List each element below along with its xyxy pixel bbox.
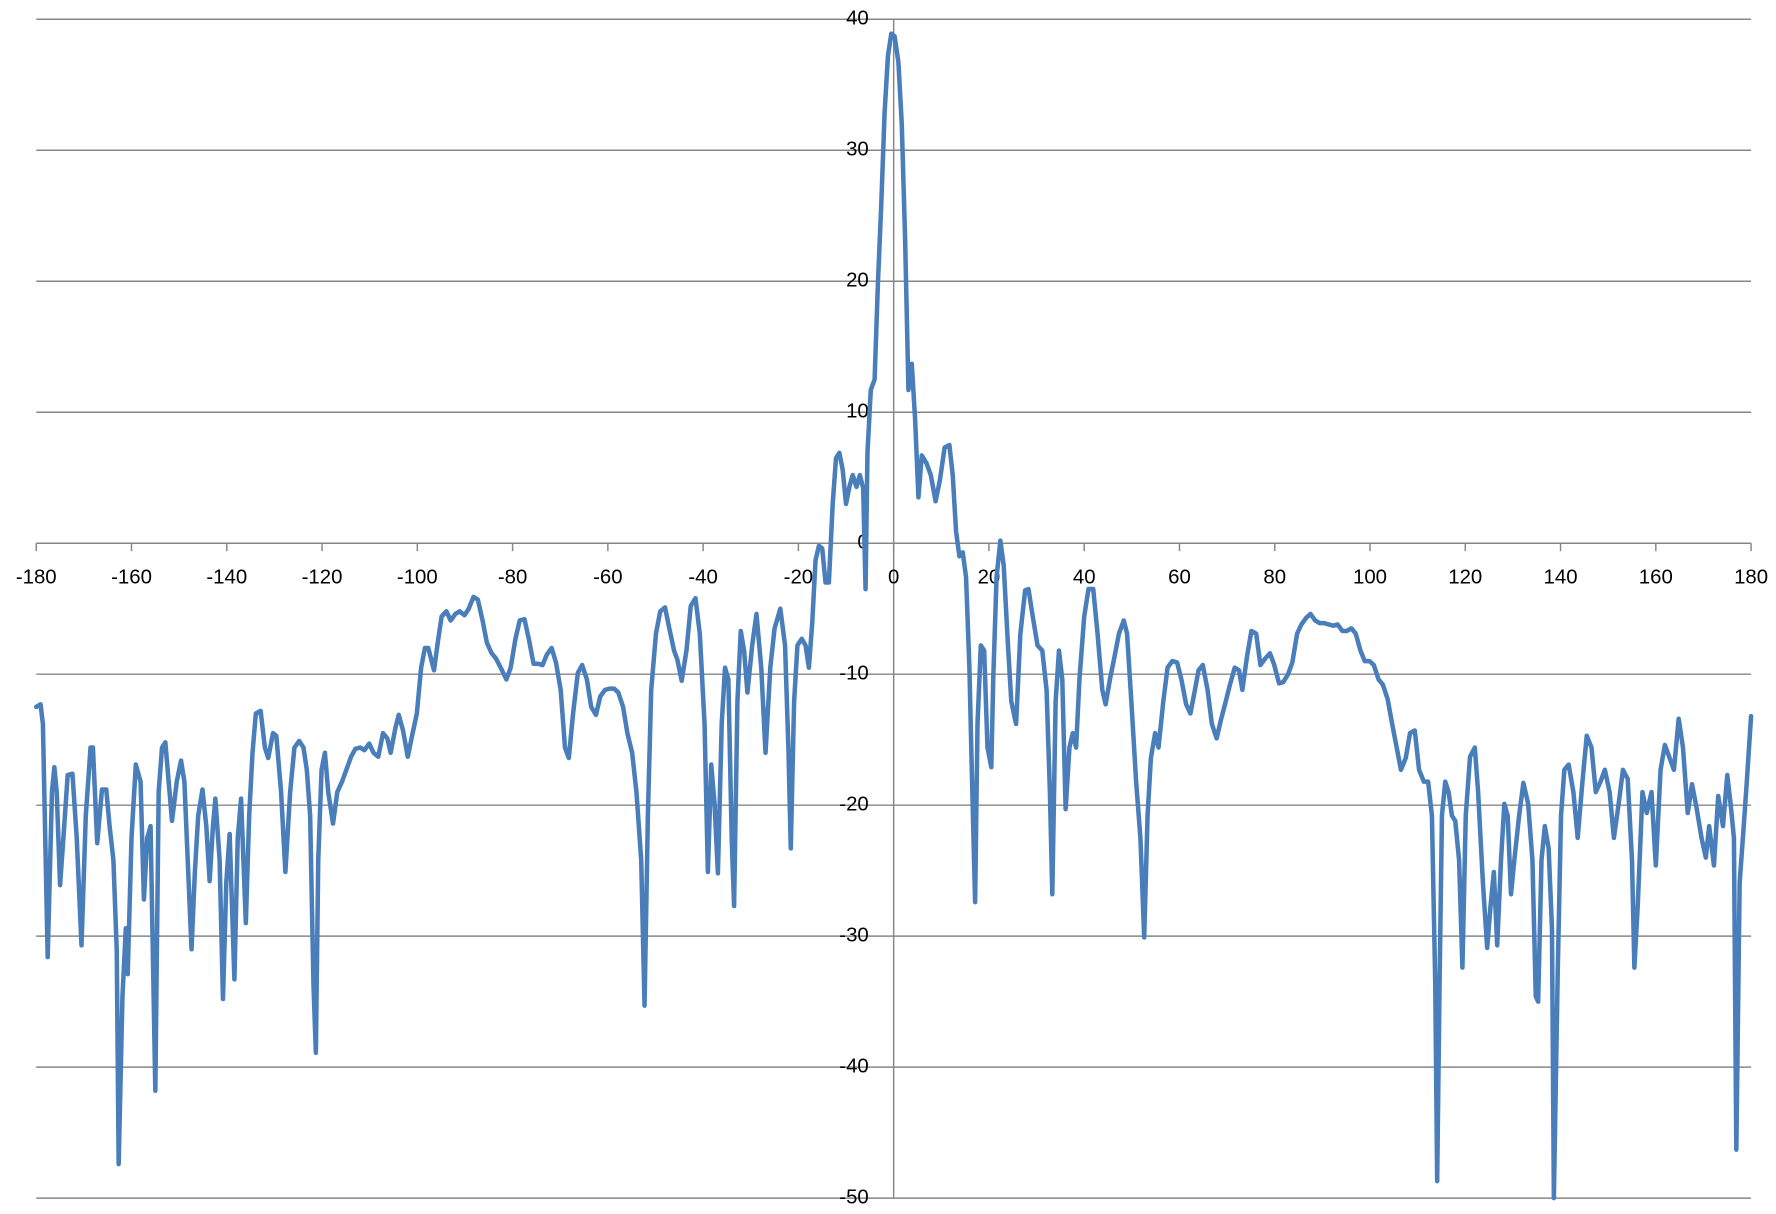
y-tick-label: 20 [846, 270, 869, 292]
x-tick-label: 80 [1263, 567, 1286, 589]
y-tick-label: 40 [846, 8, 869, 30]
x-tick-label: 180 [1734, 567, 1768, 589]
x-tick-label: 100 [1353, 567, 1387, 589]
y-tick-label: 30 [846, 139, 869, 161]
y-tick-label: -50 [839, 1187, 868, 1209]
y-tick-label: -40 [839, 1056, 868, 1078]
x-tick-label: -120 [302, 567, 343, 589]
x-tick-label: 120 [1448, 567, 1482, 589]
y-tick-label: -30 [839, 925, 868, 947]
y-tick-label: -20 [839, 794, 868, 816]
y-tick-label: -10 [839, 663, 868, 685]
y-tick-label: 10 [846, 401, 869, 423]
x-tick-label: -140 [206, 567, 247, 589]
x-tick-label: -20 [784, 567, 813, 589]
x-tick-label: 140 [1544, 567, 1578, 589]
x-tick-label: 0 [888, 567, 899, 589]
data-line [33, 31, 1754, 1201]
x-tick-label: -80 [498, 567, 527, 589]
x-tick-label: -100 [397, 567, 438, 589]
x-tick-label: -40 [688, 567, 717, 589]
x-tick-label: -160 [111, 567, 152, 589]
x-tick-label: 40 [1073, 567, 1096, 589]
x-tick-label: 60 [1168, 567, 1191, 589]
x-tick-label: 160 [1639, 567, 1673, 589]
x-tick-label: -180 [16, 567, 57, 589]
x-tick-label: -60 [593, 567, 622, 589]
